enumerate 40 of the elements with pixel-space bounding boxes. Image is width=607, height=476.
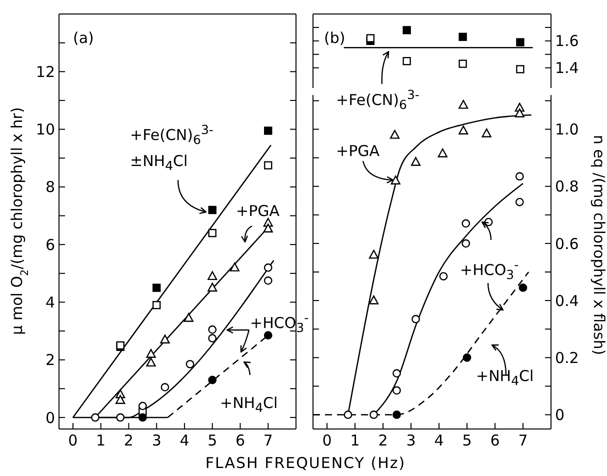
y-tick-label: 6 bbox=[45, 236, 55, 254]
y-tick-label: 0.2 bbox=[555, 348, 579, 367]
annotation: +PGA bbox=[236, 201, 280, 221]
y-tick-label: 2 bbox=[45, 351, 55, 370]
annotation: (b) bbox=[324, 28, 346, 48]
x-tick-label: 6 bbox=[235, 432, 246, 450]
y-tick-label: 1.4 bbox=[555, 59, 579, 78]
x-tick-label: 7 bbox=[263, 432, 273, 450]
y-tick-label: 10 bbox=[36, 120, 55, 139]
y-tick-label: 0 bbox=[45, 408, 55, 427]
x-tick-label: 4 bbox=[180, 432, 190, 450]
y-axis-title: n eq /(mg chlorophyll x flash) bbox=[590, 134, 607, 356]
x-tick-label: 2 bbox=[378, 432, 388, 450]
y-tick-label: 4 bbox=[45, 294, 55, 312]
x-tick-label: 1 bbox=[96, 432, 106, 450]
y-tick-label: 1.0 bbox=[555, 120, 579, 139]
y-tick-label: 8 bbox=[45, 178, 55, 196]
annotation: +NH$_{4}$Cl bbox=[476, 366, 534, 390]
annotation: +PGA bbox=[336, 141, 380, 161]
x-tick-label: 6 bbox=[490, 432, 500, 450]
x-tick-label: 0 bbox=[68, 432, 78, 450]
y-tick-label: 0.6 bbox=[555, 234, 579, 253]
x-tick-label: 4 bbox=[434, 432, 444, 450]
x-tick-label: 5 bbox=[462, 432, 472, 450]
annotation: +NH$_{4}$Cl bbox=[220, 393, 278, 417]
x-tick-label: 1 bbox=[350, 432, 360, 450]
y-tick-label: 12 bbox=[36, 62, 55, 81]
y-tick-label: 0 bbox=[555, 406, 565, 424]
annotation: (a) bbox=[73, 28, 94, 48]
x-tick-label: 5 bbox=[208, 432, 218, 450]
x-tick-label: 3 bbox=[152, 432, 162, 450]
y-tick-label: 0.4 bbox=[555, 292, 579, 310]
x-tick-label: 0 bbox=[322, 432, 332, 450]
x-tick-label: 3 bbox=[406, 432, 416, 450]
x-tick-label: 2 bbox=[124, 432, 134, 450]
y-tick-label: 1.6 bbox=[555, 32, 579, 50]
y-tick-label: 0.8 bbox=[555, 178, 579, 196]
x-tick-label: 7 bbox=[518, 432, 528, 450]
x-axis-title: FLASH FREQUENCY (Hz) bbox=[204, 454, 407, 472]
annotation: ±NH$_{4}$Cl bbox=[130, 151, 188, 175]
